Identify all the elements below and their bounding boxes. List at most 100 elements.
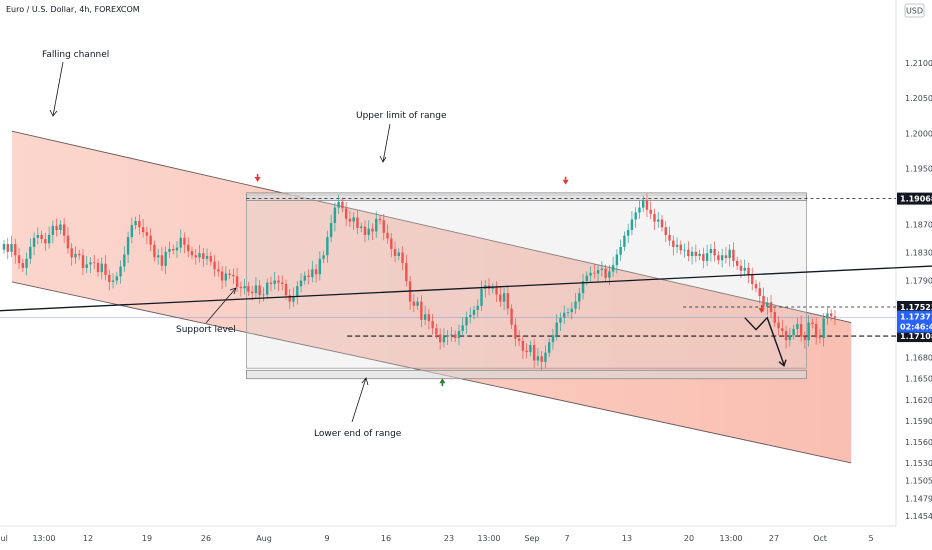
candle-body bbox=[85, 264, 88, 268]
range-lower-bar bbox=[245, 369, 807, 380]
candle-body bbox=[698, 253, 701, 256]
candle-body bbox=[194, 255, 197, 258]
candle-body bbox=[499, 294, 502, 302]
time-tick: Aug bbox=[256, 534, 272, 543]
candle-body bbox=[709, 248, 713, 254]
candle-body bbox=[781, 328, 784, 332]
candle-body bbox=[202, 253, 205, 259]
time-tick: 13 bbox=[622, 534, 632, 543]
candle-body bbox=[149, 235, 152, 245]
candle-body bbox=[258, 285, 261, 296]
arrow-stem bbox=[564, 176, 567, 180]
candle-body bbox=[17, 255, 21, 263]
candle-body bbox=[435, 328, 438, 335]
candle-body bbox=[754, 284, 758, 289]
candle-body bbox=[93, 262, 96, 264]
candle-body bbox=[119, 266, 122, 277]
time-tick: 9 bbox=[324, 534, 329, 543]
candle-body bbox=[228, 273, 231, 275]
candle-body bbox=[548, 342, 551, 353]
candle-body bbox=[78, 253, 81, 256]
support-line[interactable] bbox=[0, 265, 932, 312]
candle-body bbox=[777, 322, 780, 329]
down-arrow-icon bbox=[562, 179, 569, 185]
candle-body bbox=[10, 244, 13, 252]
time-axis[interactable] bbox=[0, 526, 896, 550]
candle-body bbox=[803, 336, 807, 341]
candle-body bbox=[623, 235, 626, 247]
candle-body bbox=[758, 288, 761, 296]
candle-body bbox=[732, 249, 735, 261]
candle-body bbox=[288, 295, 291, 302]
candle-body bbox=[386, 232, 389, 239]
time-tick: Sep bbox=[524, 534, 539, 543]
currency-button[interactable] bbox=[904, 3, 925, 18]
price-tick: 1.14790 bbox=[905, 495, 932, 504]
candle-body bbox=[600, 268, 604, 271]
price-tick: 1.20000 bbox=[905, 129, 932, 138]
upper-limit-label: Upper limit of range bbox=[356, 111, 447, 121]
candle-body bbox=[660, 219, 664, 228]
time-tick: 27 bbox=[769, 534, 779, 543]
range-box[interactable] bbox=[245, 192, 807, 380]
candle-body bbox=[187, 244, 190, 252]
projection-line bbox=[744, 316, 785, 365]
candle-body bbox=[363, 226, 367, 235]
candle-body bbox=[438, 334, 442, 343]
candle-body bbox=[642, 199, 645, 208]
candle-body bbox=[273, 280, 276, 285]
candle-body bbox=[611, 265, 615, 272]
price-axis[interactable] bbox=[896, 0, 932, 550]
candle-body bbox=[585, 275, 588, 282]
candle-body bbox=[134, 220, 137, 226]
candle-body bbox=[130, 225, 134, 238]
price-tag-label: 1.17108 bbox=[900, 332, 932, 341]
candle-body bbox=[784, 331, 788, 341]
candle-body bbox=[371, 228, 374, 232]
candle-body bbox=[243, 286, 246, 289]
candle-body bbox=[555, 322, 558, 336]
candle-body bbox=[506, 293, 510, 309]
time-tick: 16 bbox=[381, 534, 391, 543]
price-tick: 1.14540 bbox=[905, 512, 932, 521]
candle-body bbox=[329, 223, 333, 238]
candle-body bbox=[472, 309, 476, 315]
candle-body bbox=[608, 271, 611, 278]
candle-body bbox=[179, 237, 182, 248]
candle-body bbox=[619, 246, 622, 255]
lower-end-pointer bbox=[351, 377, 367, 423]
candle-body bbox=[457, 331, 461, 339]
time-tick: 23 bbox=[444, 534, 454, 543]
candle-body bbox=[292, 295, 295, 302]
candle-body bbox=[412, 301, 416, 306]
price-tick: 1.15300 bbox=[905, 459, 932, 468]
candle-body bbox=[21, 263, 24, 268]
candle-body bbox=[517, 338, 521, 341]
candle-body bbox=[566, 312, 570, 313]
candle-body bbox=[401, 252, 404, 263]
candle-body bbox=[739, 265, 743, 271]
candle-body bbox=[822, 318, 825, 339]
candle-body bbox=[66, 235, 70, 249]
candle-body bbox=[145, 232, 149, 236]
price-tick: 1.21000 bbox=[905, 59, 932, 68]
projection-path[interactable] bbox=[744, 316, 787, 367]
candle-body bbox=[664, 227, 667, 235]
candle-body bbox=[720, 255, 724, 261]
candle-body bbox=[111, 280, 115, 282]
symbol-title[interactable]: Euro / U.S. Dollar, 4h, FOREXCOM bbox=[6, 5, 140, 14]
support-trendline bbox=[0, 265, 932, 312]
time-tick: Jul bbox=[0, 534, 8, 543]
candle-body bbox=[683, 249, 686, 251]
candle-body bbox=[81, 255, 85, 268]
support-level-label: Support level bbox=[176, 325, 236, 335]
candle-body bbox=[649, 209, 652, 214]
candle-body bbox=[736, 260, 739, 266]
candle-body bbox=[799, 324, 803, 337]
candle-body bbox=[702, 253, 705, 261]
candle-body bbox=[638, 207, 641, 213]
candle-body bbox=[277, 280, 280, 283]
candle-body bbox=[476, 305, 479, 310]
candle-body bbox=[224, 273, 228, 281]
